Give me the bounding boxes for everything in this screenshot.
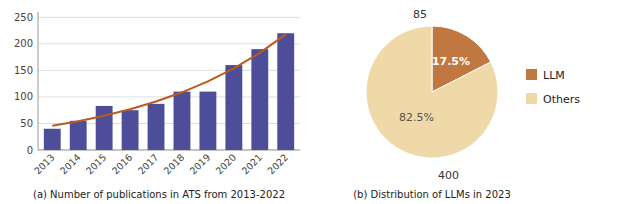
- bar: [199, 92, 216, 150]
- trend-line: [52, 34, 285, 125]
- bar: [70, 121, 87, 150]
- bar: [122, 110, 139, 150]
- x-tick-label: 2018: [162, 152, 187, 177]
- chart-container: 0501001502002502013201420152016201720182…: [0, 0, 640, 204]
- bar: [277, 33, 294, 150]
- grid-line: [38, 17, 300, 18]
- annotation: 85: [413, 8, 427, 21]
- data-label: 17.5%: [432, 55, 470, 68]
- legend-label: Others: [543, 93, 580, 106]
- bar: [174, 92, 191, 150]
- annotation: 400: [438, 169, 459, 182]
- data-label: 82.5%: [399, 111, 434, 124]
- bar: [148, 104, 165, 150]
- pie-slice: [366, 26, 498, 158]
- bar-chart: 0501001502002502013201420152016201720182…: [14, 12, 300, 200]
- y-tick-label: 150: [14, 65, 33, 76]
- x-tick-label: 2016: [110, 152, 135, 177]
- x-tick-label: 2013: [32, 152, 57, 177]
- chart-svg: 0501001502002502013201420152016201720182…: [0, 0, 640, 204]
- y-axis-line: [38, 12, 39, 150]
- y-tick-label: 100: [14, 91, 33, 102]
- y-tick-label: 50: [20, 118, 33, 129]
- x-tick-label: 2014: [58, 152, 83, 177]
- bar: [96, 106, 113, 150]
- legend-label: LLM: [543, 69, 565, 82]
- bar: [44, 129, 61, 150]
- grid-line: [38, 43, 300, 44]
- caption: (b) Distribution of LLMs in 2023: [353, 189, 511, 200]
- y-tick-label: 200: [14, 38, 33, 49]
- x-tick-label: 2020: [213, 152, 238, 177]
- y-tick-label: 250: [14, 12, 33, 23]
- legend-swatch: [526, 93, 537, 104]
- caption: (a) Number of publications in ATS from 2…: [33, 189, 285, 200]
- x-tick-label: 2021: [239, 152, 264, 177]
- y-tick-label: 0: [27, 145, 33, 156]
- x-tick-label: 2017: [136, 152, 161, 177]
- bar: [225, 65, 242, 150]
- plot-area: [44, 33, 294, 150]
- x-tick-label: 2022: [265, 152, 290, 177]
- legend-swatch: [526, 69, 537, 80]
- pie-chart: 17.5% 82.5% 85 400 LLM Others (b) Distribution…: [353, 8, 580, 200]
- bar: [251, 49, 268, 150]
- x-tick-label: 2015: [84, 152, 109, 177]
- x-tick-label: 2019: [187, 152, 212, 177]
